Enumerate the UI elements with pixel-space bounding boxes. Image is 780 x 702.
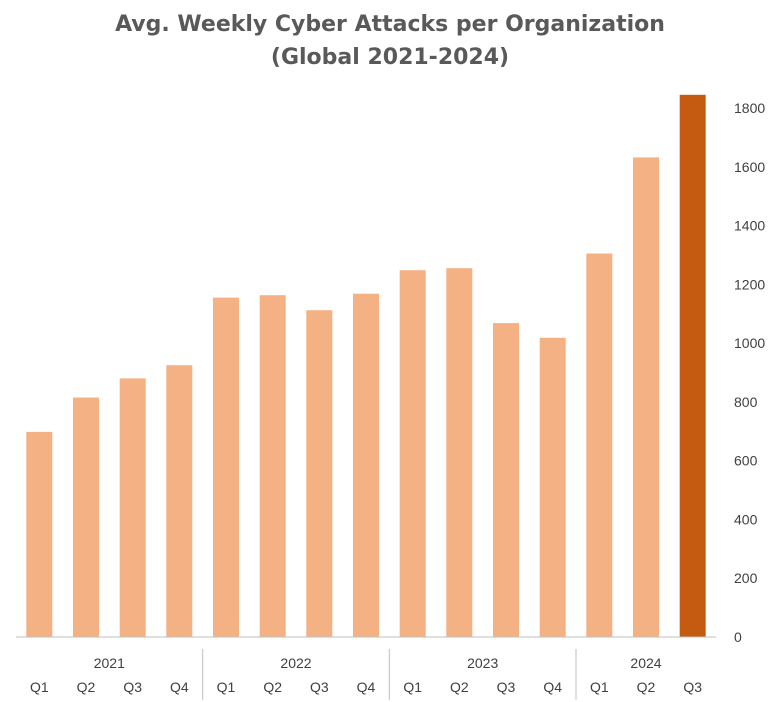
chart-title: Avg. Weekly Cyber Attacks per Organizati… [115, 12, 665, 37]
x-tick-label-2021-q1: Q1 [30, 679, 49, 695]
x-tick-label-2022-q3: Q3 [310, 679, 329, 695]
bar-2024-q1 [586, 253, 613, 637]
bar-2024-q2 [633, 157, 659, 637]
x-tick-label-2021-q4: Q4 [170, 679, 189, 695]
x-tick-label-2024-q2: Q2 [637, 679, 656, 695]
x-tick-label-2023-q4: Q4 [543, 679, 562, 695]
chart-subtitle: (Global 2021-2024) [270, 45, 510, 70]
x-tick-label-2021-q3: Q3 [123, 679, 142, 695]
bar-2021-q4 [166, 365, 193, 637]
x-tick-label-2023-q1: Q1 [403, 679, 422, 695]
y-tick-label-1800: 1800 [734, 100, 765, 116]
y-tick-label-400: 400 [734, 511, 758, 527]
x-group-label-2024: 2024 [630, 655, 661, 671]
y-tick-label-0: 0 [734, 629, 742, 645]
bar-2021-q3 [119, 378, 146, 637]
x-group-label-2023: 2023 [467, 655, 498, 671]
bar-2022-q3 [306, 310, 333, 637]
y-tick-label-1000: 1000 [734, 335, 765, 351]
bar-2022-q4 [353, 293, 379, 637]
x-tick-label-2023-q2: Q2 [450, 679, 469, 695]
bar-2023-q2 [446, 268, 473, 637]
x-tick-label-2024-q3: Q3 [683, 679, 702, 695]
bar-2022-q1 [213, 297, 239, 637]
bar-2023-q1 [399, 270, 426, 637]
bar-2022-q2 [259, 295, 286, 637]
y-tick-label-1200: 1200 [734, 276, 765, 292]
x-tick-label-2022-q2: Q2 [263, 679, 282, 695]
x-tick-label-2022-q4: Q4 [357, 679, 376, 695]
y-tick-label-1600: 1600 [734, 159, 765, 175]
y-tick-label-1400: 1400 [734, 218, 765, 234]
bar-2021-q1 [26, 431, 53, 637]
x-group-label-2021: 2021 [94, 655, 125, 671]
y-tick-label-600: 600 [734, 453, 758, 469]
y-tick-label-800: 800 [734, 394, 758, 410]
bar-2023-q3 [493, 323, 519, 637]
x-tick-label-2023-q3: Q3 [497, 679, 516, 695]
bar-2023-q4 [539, 337, 566, 637]
chart-title-block: Avg. Weekly Cyber Attacks per Organizati… [0, 8, 780, 74]
y-tick-label-200: 200 [734, 570, 758, 586]
x-tick-label-2024-q1: Q1 [590, 679, 609, 695]
x-group-label-2022: 2022 [280, 655, 311, 671]
x-tick-label-2022-q1: Q1 [217, 679, 236, 695]
bar-2024-q3 [679, 94, 706, 638]
bar-2021-q2 [73, 397, 99, 637]
x-tick-label-2021-q2: Q2 [77, 679, 96, 695]
